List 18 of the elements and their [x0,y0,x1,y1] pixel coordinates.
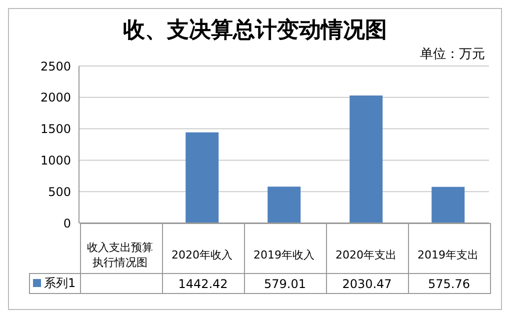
y-tick-label: 1500 [40,122,71,136]
data-label: 575.76 [408,274,490,294]
y-tick-label: 2000 [40,90,71,105]
x-tick-label: 2020年收入 [172,248,232,262]
data-label: 2030.47 [326,274,408,294]
y-tick-label: 1000 [40,153,71,168]
y-tick-label: 500 [48,184,71,199]
chart-title: 收、支决算总计变动情况图 [122,16,388,45]
x-tick-label: 收入支出预算执行情况图 [87,241,153,269]
text: 单位：万元 [419,46,486,62]
y-tick-label: 0 [63,216,71,230]
x-tick-label: 2019年支出 [418,248,478,262]
data-label: 579.01 [244,274,326,294]
y-tick-label: 2500 [40,59,71,74]
legend-label: 系列1 [30,274,80,294]
x-tick-label: 2019年收入 [254,248,314,262]
data-label: 1442.42 [162,274,244,294]
x-tick-label: 2020年支出 [336,248,396,262]
